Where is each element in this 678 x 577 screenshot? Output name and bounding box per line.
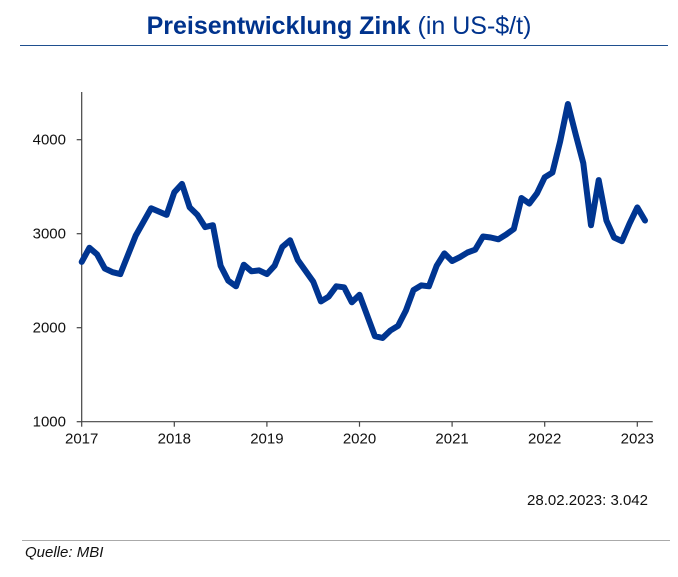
chart-title: Preisentwicklung Zink (in US-$/t) [0, 12, 678, 41]
zinc-price-line [78, 101, 648, 341]
x-tick-label: 2021 [435, 431, 468, 448]
y-tick-label: 4000 [33, 132, 66, 149]
x-tick-label: 2023 [621, 431, 654, 448]
chart-title-unit: (in US-$/t) [417, 12, 532, 40]
source-rule [22, 540, 670, 541]
axes [76, 92, 653, 427]
x-tick-label: 2017 [65, 431, 98, 448]
x-tick-label: 2019 [250, 431, 283, 448]
source-note: Quelle: MBI [25, 544, 104, 561]
x-tick-label: 2020 [343, 431, 376, 448]
y-tick-label: 1000 [33, 414, 66, 431]
y-tick-label: 2000 [33, 320, 66, 337]
tick-labels: 1000 2000 3000 4000 2017 2018 2019 2020 2021 2022… [33, 132, 654, 448]
latest-value-annotation: 28.02.2023: 3.042 [527, 492, 648, 509]
y-tick-label: 3000 [33, 226, 66, 243]
x-tick-label: 2018 [158, 431, 191, 448]
title-rule [20, 45, 668, 46]
x-tick-label: 2022 [528, 431, 561, 448]
chart-title-main: Preisentwicklung Zink [146, 12, 411, 40]
